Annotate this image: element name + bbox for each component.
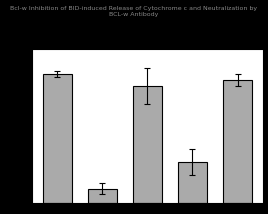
Text: Bcl-w Inhibition of BID-induced Release of Cytochrome c and Neutralization by BC: Bcl-w Inhibition of BID-induced Release … — [10, 6, 258, 17]
Bar — [43, 74, 72, 203]
Bar — [133, 86, 162, 203]
Bar — [223, 80, 252, 203]
Bar — [88, 189, 117, 203]
Bar — [178, 162, 207, 203]
